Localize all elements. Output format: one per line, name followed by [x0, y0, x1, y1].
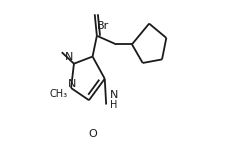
Text: N: N: [110, 90, 118, 100]
Text: N: N: [68, 79, 76, 89]
Text: N: N: [65, 52, 73, 62]
Text: Br: Br: [97, 21, 109, 31]
Text: CH₃: CH₃: [50, 89, 68, 99]
Text: O: O: [88, 129, 97, 139]
Text: H: H: [110, 100, 118, 110]
